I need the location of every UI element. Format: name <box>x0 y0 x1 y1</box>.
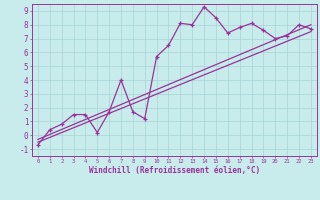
X-axis label: Windchill (Refroidissement éolien,°C): Windchill (Refroidissement éolien,°C) <box>89 166 260 175</box>
